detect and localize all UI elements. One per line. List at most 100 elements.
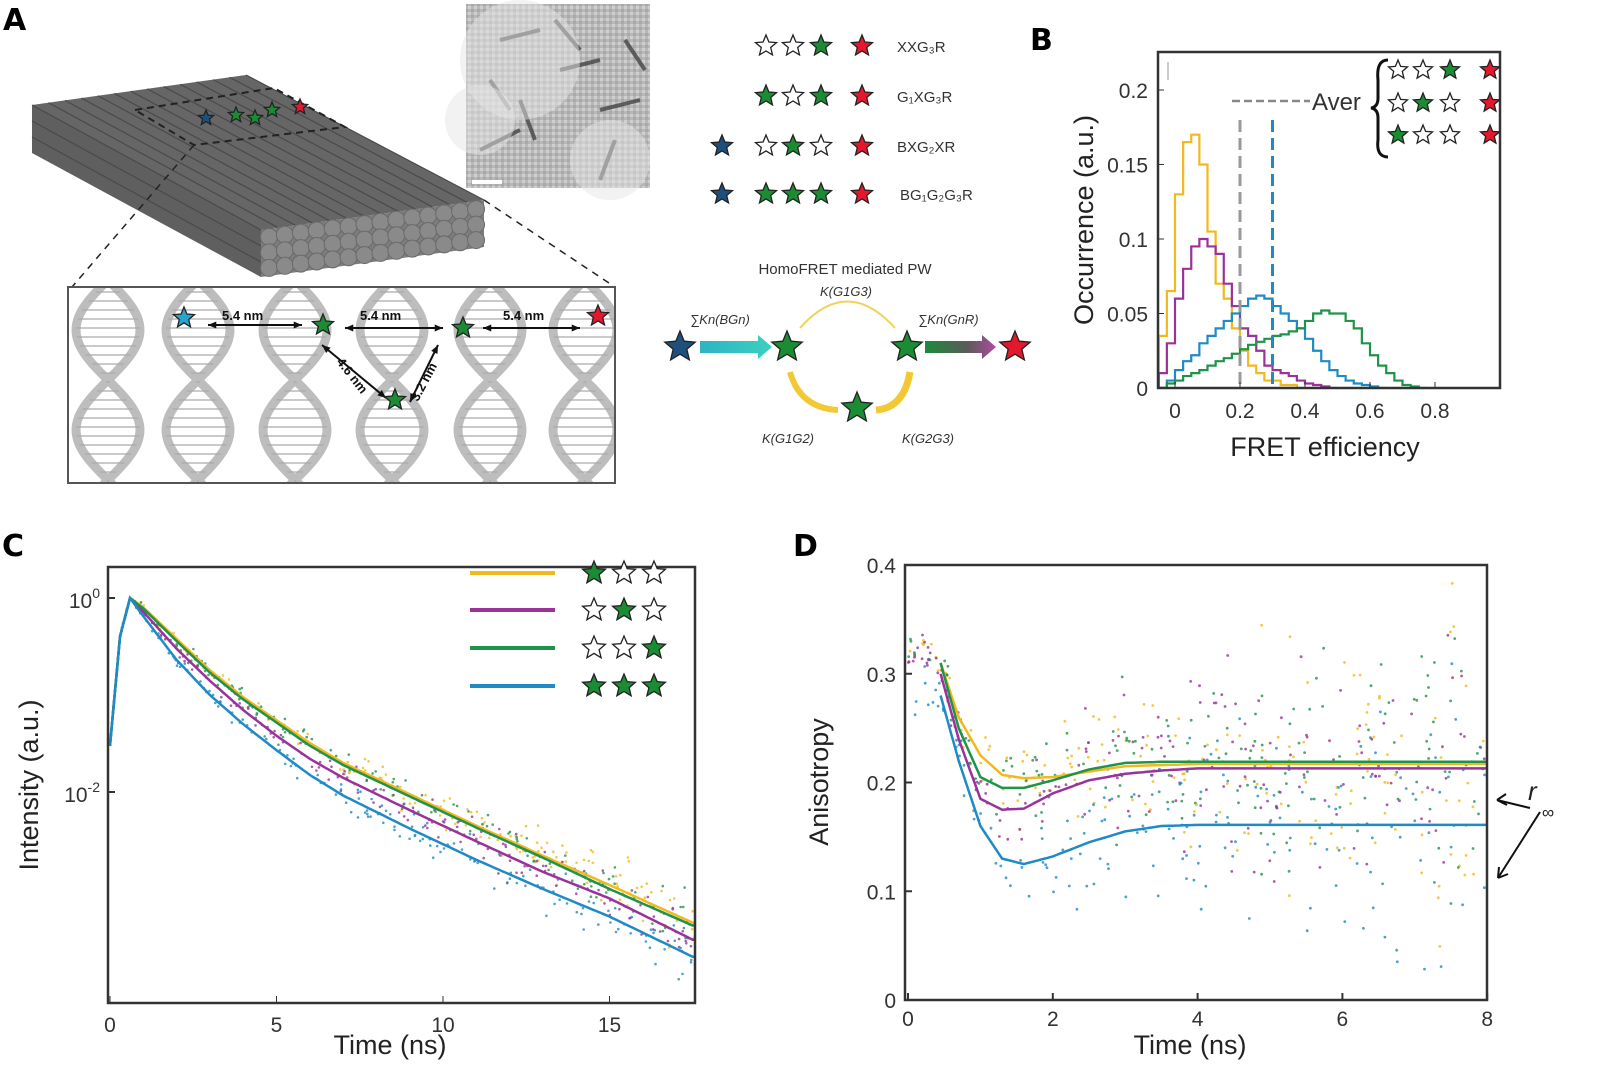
data-point-yellow (619, 873, 622, 877)
data-point-purple (1389, 781, 1393, 785)
data-point-purple (926, 646, 930, 649)
data-point-yellow (1100, 743, 1104, 746)
data-point-yellow (1276, 735, 1280, 739)
data-point-purple (1482, 757, 1486, 761)
data-point-blue (1305, 929, 1309, 933)
data-point-blue (923, 681, 927, 685)
data-point-purple (1160, 734, 1163, 738)
data-point-purple (1054, 785, 1057, 788)
data-point-blue (654, 962, 657, 966)
star-icon-red (849, 181, 875, 205)
data-point-yellow (936, 669, 940, 672)
data-point-green (238, 697, 241, 701)
data-point-yellow (948, 676, 951, 680)
data-point-purple (1223, 705, 1227, 708)
data-point-blue (211, 693, 215, 697)
data-point-green (532, 859, 536, 863)
data-point-yellow (1449, 630, 1452, 634)
rod-end (435, 235, 454, 254)
data-point-purple (1018, 827, 1022, 831)
data-point-purple (979, 780, 983, 783)
data-point-yellow (227, 678, 231, 681)
data-point-yellow (1420, 833, 1424, 837)
data-point-blue (175, 664, 179, 667)
data-point-green (1432, 720, 1435, 724)
data-point-blue (607, 909, 610, 913)
data-point-blue (1151, 864, 1155, 868)
data-point-yellow (1394, 773, 1397, 777)
pathway-title: HomoFRET mediated PW (758, 261, 932, 278)
y-tick-label: 0.1 (1119, 229, 1148, 252)
data-point-purple (1378, 774, 1381, 778)
data-point-green (1312, 797, 1316, 801)
data-point-green (1453, 637, 1457, 640)
data-point-blue (1287, 764, 1291, 768)
data-point-green (613, 866, 617, 869)
data-point-green (196, 663, 199, 667)
data-point-blue (1253, 764, 1257, 768)
data-point-yellow (1386, 753, 1389, 756)
data-point-blue (1404, 787, 1408, 790)
star-icon-blue (709, 181, 735, 205)
rod-groove (81, 97, 313, 224)
data-point-purple (1117, 734, 1120, 738)
data-point-blue (199, 680, 202, 683)
data-point-yellow (650, 890, 653, 894)
star-icon-empty (610, 634, 638, 660)
data-point-purple (317, 766, 321, 769)
data-point-purple (1244, 747, 1247, 751)
data-point-green (1065, 748, 1069, 752)
y-tick-label: 10-2 (64, 779, 100, 807)
rod-groove (114, 92, 348, 219)
data-point-green (607, 877, 611, 881)
data-point-blue (1369, 775, 1373, 778)
star-icon-empty (1411, 58, 1435, 80)
data-point-yellow (599, 898, 603, 902)
data-point-purple (575, 892, 578, 895)
data-point-blue (1265, 787, 1268, 791)
data-point-blue (1141, 824, 1145, 828)
data-point-blue (914, 700, 918, 703)
data-point-yellow (1352, 673, 1356, 677)
data-point-yellow (1349, 789, 1353, 793)
data-point-yellow (618, 898, 622, 901)
data-point-yellow (615, 882, 619, 886)
rod-end (339, 232, 358, 251)
tem-rod (623, 38, 647, 72)
arrowhead (345, 324, 354, 332)
data-point-green (1037, 773, 1041, 777)
star-icon-empty (1386, 58, 1410, 80)
data-point-yellow (413, 801, 417, 805)
y-tick-label: 0 (884, 990, 896, 1013)
data-point-yellow (1086, 755, 1090, 759)
data-point-green (391, 794, 395, 797)
panel-label-c: C (2, 529, 24, 564)
rod-end (467, 215, 486, 234)
data-point-yellow (1445, 799, 1448, 802)
data-point-green (1040, 811, 1043, 814)
data-point-green (455, 804, 459, 808)
data-point-yellow (1464, 684, 1468, 688)
star-icon-green (808, 83, 834, 107)
data-point-purple (544, 864, 548, 868)
data-point-green (1414, 798, 1418, 801)
data-point-green (1477, 812, 1480, 816)
data-point-green (1260, 743, 1264, 747)
data-point-yellow (1463, 873, 1467, 877)
data-point-yellow (930, 642, 933, 646)
data-point-purple (475, 837, 478, 841)
data-point-blue (1092, 882, 1096, 886)
data-point-purple (397, 811, 401, 814)
rod-end (259, 243, 278, 262)
data-point-blue (493, 887, 496, 890)
data-point-blue (1081, 815, 1084, 819)
data-point-purple (382, 788, 386, 792)
data-point-blue (564, 872, 568, 875)
data-point-yellow (585, 881, 589, 885)
rate-label-gr: ∑Kn(GnR) (918, 312, 979, 327)
rod-end (259, 258, 278, 277)
data-point-blue (1370, 836, 1374, 840)
data-point-blue (1192, 878, 1196, 882)
data-point-green (1127, 739, 1131, 743)
data-point-blue (1078, 852, 1082, 856)
